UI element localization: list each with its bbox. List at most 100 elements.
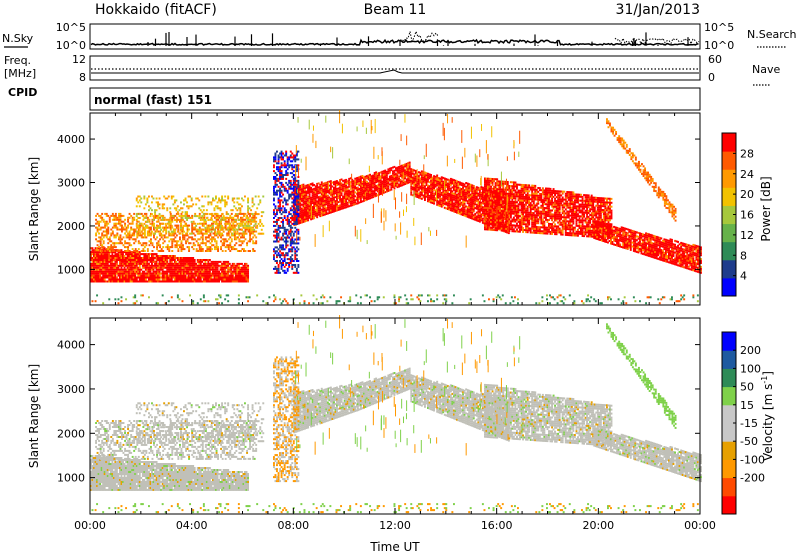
power-cell [319,191,322,194]
power-cell [127,216,130,219]
power-cell [98,214,101,217]
power-cell [157,242,160,245]
power-cell [307,209,310,212]
power-cell [116,232,119,235]
power-cell [169,260,172,263]
power-cell [234,213,237,216]
power-cell [158,255,161,257]
power-cell [343,195,346,198]
power-cell [123,266,126,269]
power-cell [90,251,92,254]
power-cell [166,246,169,249]
power-cell [115,272,118,275]
power-cell [119,214,122,217]
power-cell [176,276,179,279]
power-cell [322,192,325,195]
power-cell [142,250,145,252]
power-cell [140,253,143,256]
power-cell [120,266,123,269]
power-cell [99,260,102,263]
power-cell [152,280,155,283]
power-cell [319,183,322,186]
power-cell [154,253,157,256]
power-cell [490,219,493,221]
power-cell [195,270,198,273]
power-cell [99,266,102,269]
power-cell [208,272,211,275]
power-cell [333,196,335,199]
power-cell [210,217,213,219]
power-cell [113,242,116,245]
power-cell [207,250,210,252]
power-cell [166,197,169,200]
power-cell [183,274,185,277]
power-cell [169,259,172,261]
noise-sky-line [90,38,699,46]
power-cell [156,246,159,249]
power-cell [155,278,158,281]
power-cell [244,238,247,241]
power-cell [490,185,493,188]
power-cell [111,255,114,257]
power-cell [175,260,178,263]
power-cell [331,195,334,198]
power-cell [339,198,342,201]
power-cell [218,270,221,273]
power-cell [103,260,106,263]
power-cell [107,246,110,249]
power-cell [348,181,351,184]
power-cell [112,278,115,281]
power-cell [177,224,180,227]
power-cell [316,196,319,199]
power-cell [155,262,158,265]
power-cell [262,195,265,198]
power-cell [105,234,108,237]
power-cell [313,217,316,220]
power-cell [311,208,314,210]
power-cell [193,259,196,261]
power-cell [302,220,305,223]
power-cell [163,274,166,277]
power-cell [204,264,207,267]
power-cell [163,234,166,237]
power-cell [173,219,176,221]
power-cell [215,262,217,265]
power-cell [199,262,202,265]
power-cell [102,266,105,269]
power-cell [154,262,157,265]
power-cell [108,253,111,256]
power-cell [183,224,185,227]
power-cell [173,230,176,233]
power-cell [112,274,115,277]
power-cell [146,224,149,227]
power-cell [91,247,94,250]
power-cell [339,200,342,203]
power-cell [125,264,128,267]
power-cell [196,276,199,279]
power-cell [308,216,311,219]
power-cell [119,270,121,273]
power-cell [215,213,217,216]
power-cell [205,266,208,269]
power-cell [246,242,249,245]
power-cell [167,280,170,283]
power-cell [151,255,153,257]
power-cell [184,257,187,259]
power-cell [307,203,310,206]
power-cell [100,278,103,281]
power-cell [311,192,314,195]
power-cell [120,268,123,271]
power-cell [184,260,187,263]
power-cell [119,216,122,219]
power-cell [208,270,211,273]
power-cell [156,244,159,247]
power-cell [170,270,173,273]
power-cell [337,191,340,194]
power-cell [186,228,189,231]
power-cell [131,234,134,237]
power-cell [340,188,343,191]
power-cell [128,260,131,263]
power-cell [124,218,127,221]
power-cell [346,197,349,200]
power-cell [167,230,170,233]
